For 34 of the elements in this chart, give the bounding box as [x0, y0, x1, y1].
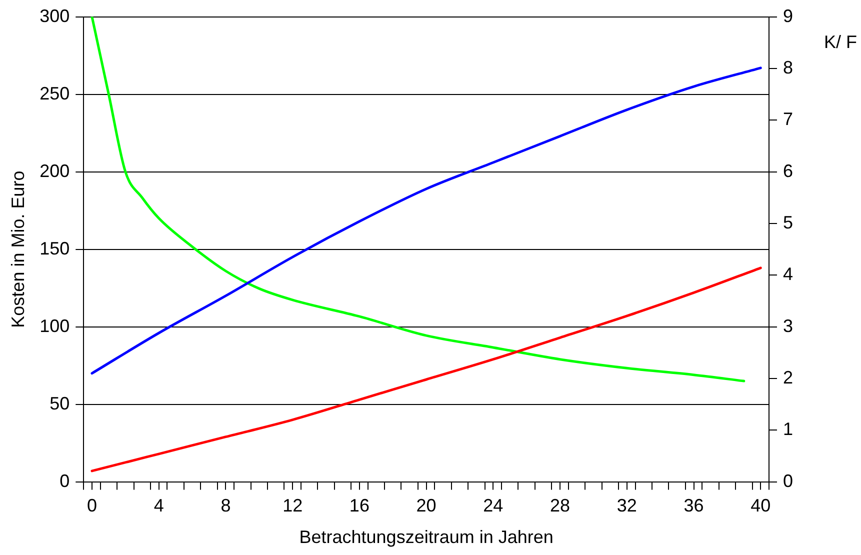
y2-tick-label: 1 — [782, 419, 794, 440]
x-tick-label: 28 — [550, 496, 570, 516]
y2-tick-label: 4 — [782, 264, 794, 284]
y-tick-label: 100 — [40, 316, 70, 336]
x-tick-label: 32 — [616, 496, 637, 516]
x-tick-label: 12 — [282, 496, 303, 516]
x-tick-label: 24 — [483, 496, 504, 516]
y2-tick-label: 6 — [782, 160, 794, 181]
x-tick-label: 0 — [86, 496, 97, 516]
y2-tick-label: 3 — [782, 316, 794, 336]
y2-tick-label: 5 — [782, 212, 794, 232]
x-tick-label: 36 — [684, 496, 704, 516]
y2-tick-label: 7 — [782, 109, 794, 130]
y-tick-label: 0 — [60, 470, 70, 491]
x-tick-label: 8 — [220, 496, 231, 516]
y-tick-label: 50 — [50, 393, 70, 414]
x-tick-label: 20 — [416, 496, 436, 516]
y2-tick-label: 0 — [782, 470, 794, 491]
y2-tick-label: 2 — [782, 367, 794, 388]
y2-axis-title: K/ F — [824, 32, 857, 52]
y-tick-label: 300 — [40, 6, 70, 26]
x-tick-label: 40 — [750, 496, 771, 516]
line-series — [90, 66, 762, 375]
line-series — [90, 266, 762, 472]
x-tick-label: 16 — [349, 496, 370, 516]
x-axis-title: Betrachtungszeitraum in Jahren — [299, 527, 554, 548]
y-tick-label: 150 — [40, 238, 70, 258]
line-series — [90, 16, 746, 382]
y-tick-label: 200 — [40, 160, 70, 181]
y-axis-title: Kosten in Mio. Euro — [8, 170, 28, 328]
x-tick-label: 4 — [154, 496, 164, 516]
y2-tick-label: 9 — [782, 6, 794, 26]
y-tick-label: 250 — [40, 83, 70, 104]
y2-tick-label: 8 — [782, 57, 794, 78]
